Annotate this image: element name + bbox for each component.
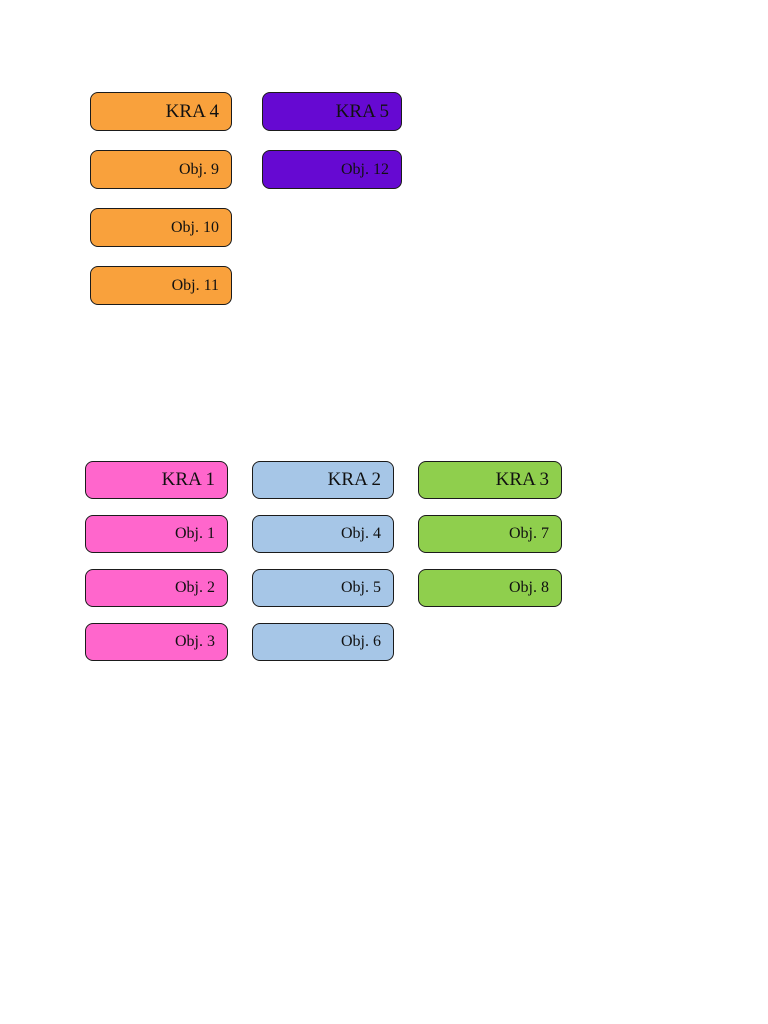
objective-1-box: Obj. 1 xyxy=(85,515,228,553)
kra-3-box: KRA 3 xyxy=(418,461,562,499)
objective-7-box: Obj. 7 xyxy=(418,515,562,553)
objective-8-box: Obj. 8 xyxy=(418,569,562,607)
objective-12-box: Obj. 12 xyxy=(262,150,402,189)
objective-4-box: Obj. 4 xyxy=(252,515,394,553)
kra-column-3: KRA 3 Obj. 7 Obj. 8 xyxy=(418,461,562,623)
kra-column-5: KRA 5 Obj. 12 xyxy=(262,92,402,208)
objective-3-box: Obj. 3 xyxy=(85,623,228,661)
objective-6-box: Obj. 6 xyxy=(252,623,394,661)
kra-column-1: KRA 1 Obj. 1 Obj. 2 Obj. 3 xyxy=(85,461,228,677)
objective-11-box: Obj. 11 xyxy=(90,266,232,305)
kra-4-box: KRA 4 xyxy=(90,92,232,131)
objective-5-box: Obj. 5 xyxy=(252,569,394,607)
kra-1-box: KRA 1 xyxy=(85,461,228,499)
kra-column-2: KRA 2 Obj. 4 Obj. 5 Obj. 6 xyxy=(252,461,394,677)
kra-column-4: KRA 4 Obj. 9 Obj. 10 Obj. 11 xyxy=(90,92,232,324)
objective-9-box: Obj. 9 xyxy=(90,150,232,189)
objective-2-box: Obj. 2 xyxy=(85,569,228,607)
objective-10-box: Obj. 10 xyxy=(90,208,232,247)
kra-2-box: KRA 2 xyxy=(252,461,394,499)
kra-5-box: KRA 5 xyxy=(262,92,402,131)
